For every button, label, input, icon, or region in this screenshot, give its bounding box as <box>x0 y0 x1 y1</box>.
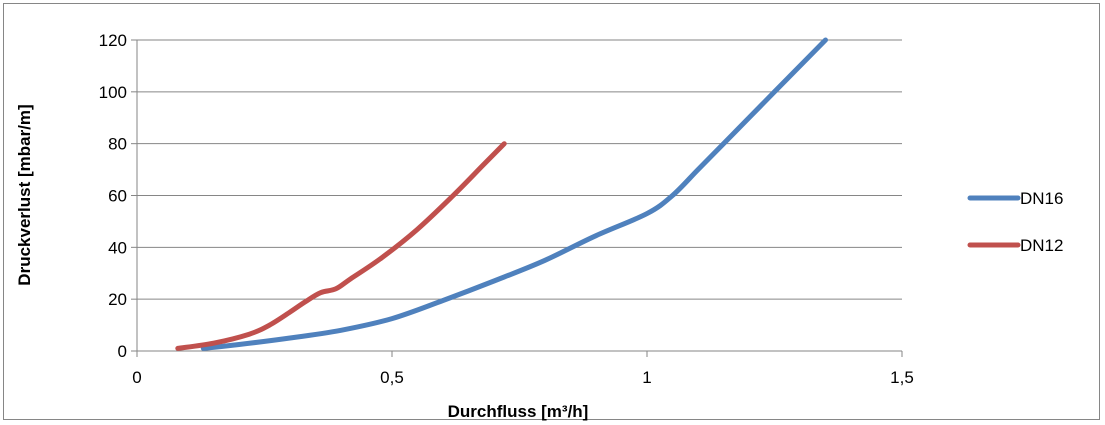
x-tick-label-0: 0 <box>132 368 141 387</box>
series-lines <box>175 37 828 351</box>
x-axis-title: Durchfluss [m³/h] <box>448 402 589 421</box>
series-line-dn16 <box>200 37 828 351</box>
x-tick-label-2: 1 <box>642 368 651 387</box>
legend-label-dn12: DN12 <box>1020 236 1063 255</box>
series-line-dn12 <box>175 141 507 351</box>
x-tick-label-1: 0,5 <box>380 368 404 387</box>
y-tick-label-1: 20 <box>108 290 127 309</box>
x-tick-label-3: 1,5 <box>890 368 914 387</box>
y-tick-label-6: 120 <box>99 31 127 50</box>
y-tick-label-5: 100 <box>99 83 127 102</box>
legend: DN16 DN12 <box>967 189 1063 255</box>
axes <box>131 39 903 357</box>
y-tick-label-3: 60 <box>108 187 127 206</box>
y-tick-label-0: 0 <box>118 342 127 361</box>
tick-labels: 0 20 40 60 80 100 120 0 0,5 1 1,5 <box>99 31 914 387</box>
y-axis-title: Druckverlust [mbar/m] <box>15 104 34 285</box>
gridlines <box>137 39 902 300</box>
y-tick-label-4: 80 <box>108 135 127 154</box>
legend-label-dn16: DN16 <box>1020 189 1063 208</box>
y-tick-label-2: 40 <box>108 238 127 257</box>
